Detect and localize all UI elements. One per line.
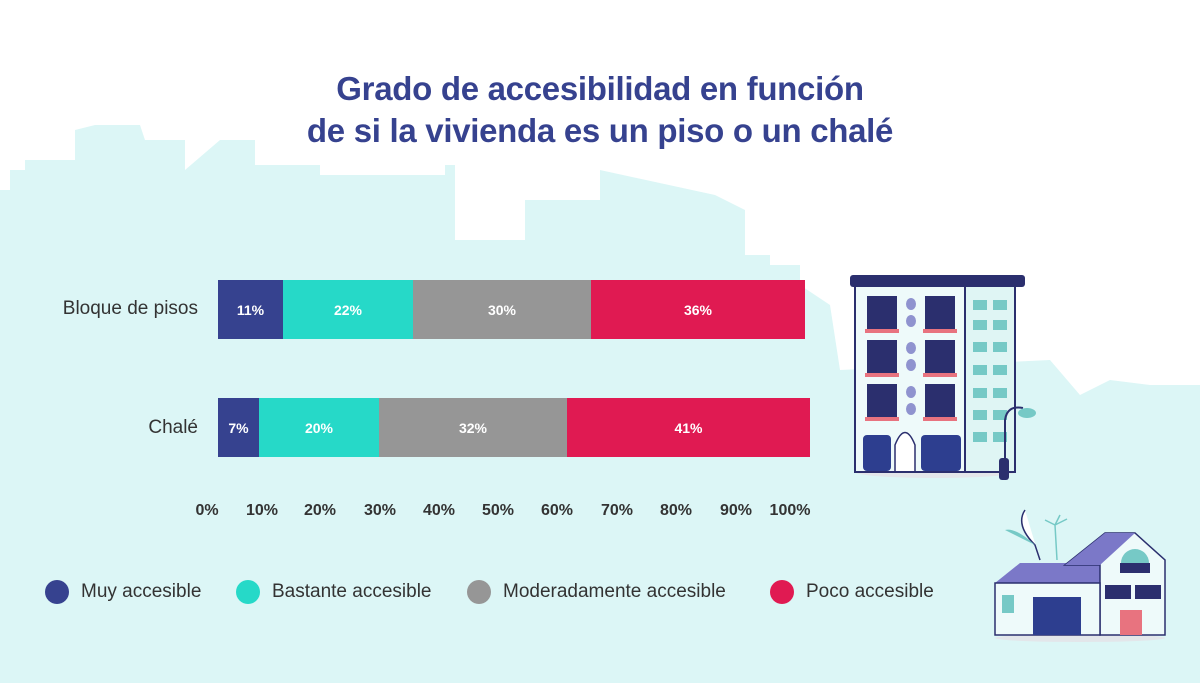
legend-label: Bastante accesible [272,581,432,602]
row-label-bloque-de-pisos: Bloque de pisos [62,298,198,319]
x-tick: 70% [600,502,634,519]
row-label-chale: Chalé [148,417,198,438]
x-tick: 10% [245,502,279,519]
legend-dot-icon [770,580,794,604]
legend-dot-icon [45,580,69,604]
legend-item-moderadamente-accesible: Moderadamente accesible [467,580,726,604]
chart-title: Grado de accesibilidad en función de si … [0,68,1200,152]
x-tick: 0% [195,502,219,519]
x-tick: 40% [422,502,456,519]
chart-title-line2: de si la vivienda es un piso o un chalé [306,112,894,149]
x-tick: 30% [363,502,397,519]
segment-moderadamente-accesible: 32% [379,398,567,457]
legend-dot-icon [236,580,260,604]
legend-label: Moderadamente accesible [503,581,726,602]
x-tick: 50% [481,502,515,519]
apartment-building-icon [850,275,1036,480]
bar-bloque-de-pisos: 11% 22% 30% 36% [218,280,805,339]
legend-item-poco-accesible: Poco accesible [770,580,934,604]
x-tick: 60% [540,502,574,519]
x-tick: 20% [303,502,337,519]
chart-title-line1: Grado de accesibilidad en función [336,70,864,107]
bar-chale: 7% 20% 32% 41% [218,398,810,457]
legend-dot-icon [467,580,491,604]
segment-muy-accesible: 7% [218,398,259,457]
segment-bastante-accesible: 20% [259,398,379,457]
chalet-house-icon [994,509,1166,642]
legend-label: Muy accesible [81,581,202,602]
legend-label: Poco accesible [806,581,934,602]
legend-item-muy-accesible: Muy accesible [45,580,201,604]
segment-poco-accesible: 41% [567,398,810,457]
segment-muy-accesible: 11% [218,280,283,339]
x-tick: 90% [719,502,753,519]
x-tick: 100% [769,502,811,519]
legend-item-bastante-accesible: Bastante accesible [236,580,432,604]
x-tick: 80% [659,502,693,519]
segment-poco-accesible: 36% [591,280,805,339]
segment-bastante-accesible: 22% [283,280,413,339]
segment-moderadamente-accesible: 30% [413,280,591,339]
